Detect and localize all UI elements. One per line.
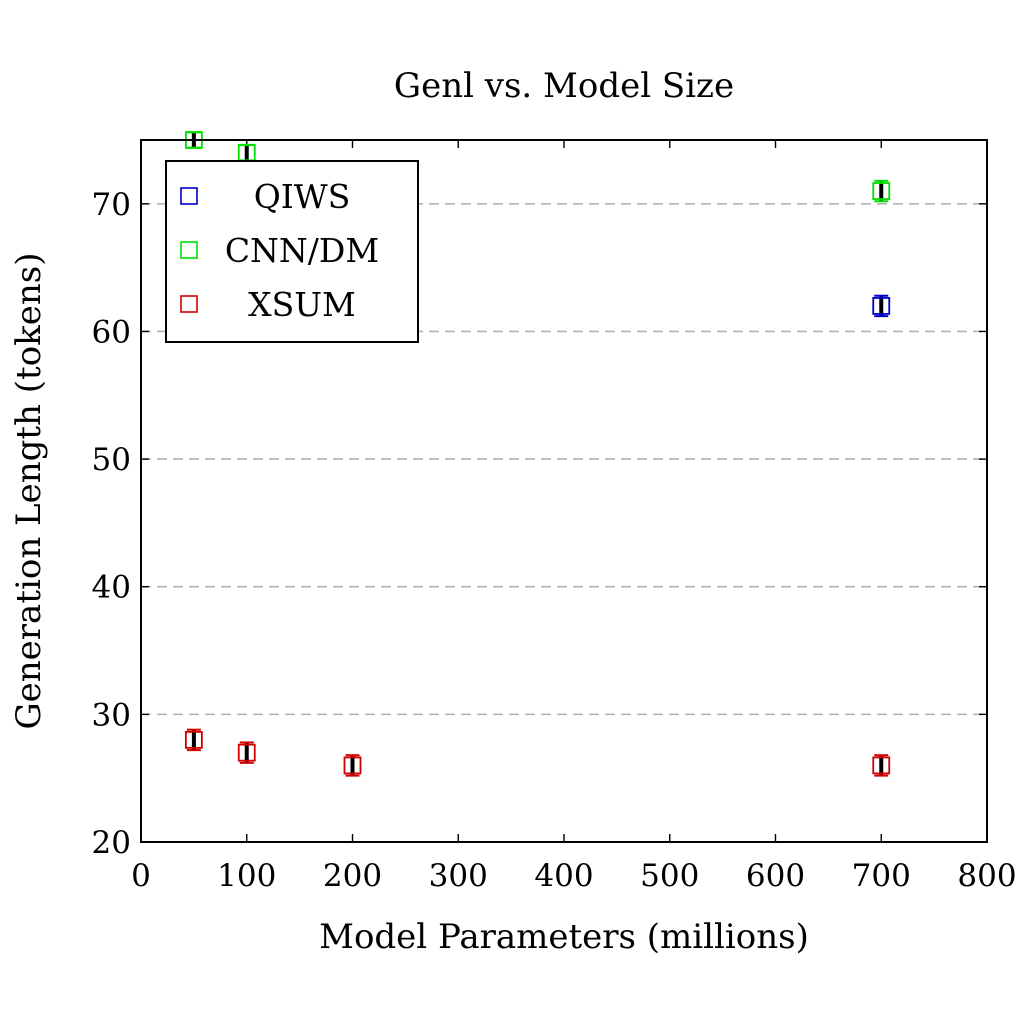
legend-marker [180,241,198,259]
point-marker [872,182,891,200]
data-point [237,143,256,162]
data-point [237,741,256,764]
x-tick-label: 0 [131,858,151,894]
chart-title: Genl vs. Model Size [394,66,734,106]
data-point [343,754,362,777]
x-tick-label: 800 [957,858,1016,894]
y-tick-labels: 20 30 40 50 60 70 [92,187,131,861]
data-point [872,294,891,318]
y-tick-label: 50 [92,442,131,478]
plot-frame [140,139,988,843]
data-point [872,754,891,777]
x-tick-label: 600 [746,858,805,894]
point-marker [184,730,203,749]
data-point [872,179,891,203]
x-tick-labels: 0 100 200 300 400 500 600 700 800 [131,858,1016,894]
series-xsum [184,728,891,777]
x-tick-label: 200 [323,858,382,894]
x-tick-label: 300 [429,858,488,894]
x-tick-label: 400 [534,858,593,894]
y-tick-label: 20 [92,825,131,861]
legend-label: CNN/DM [225,231,379,270]
point-marker [872,756,891,775]
y-tick-label: 30 [92,697,131,733]
x-axis-label: Model Parameters (millions) [319,917,809,957]
legend-box [165,160,419,343]
legend-label: XSUM [248,285,356,324]
y-axis-label: Generation Length (tokens) [9,253,49,730]
legend-marker [180,187,198,205]
series-qiws [872,294,891,318]
x-tick-label: 100 [217,858,276,894]
x-tick-label: 500 [640,858,699,894]
point-marker [872,297,891,315]
legend: QIWS CNN/DM XSUM [165,160,419,343]
y-tick-label: 40 [92,570,131,606]
grid-lines [141,203,987,716]
point-marker [237,743,256,762]
x-tick-label: 700 [852,858,911,894]
data-point [184,728,203,752]
y-tick-label: 70 [92,187,131,223]
point-marker [343,756,362,775]
legend-label: QIWS [254,177,351,216]
y-tick-label: 60 [92,314,131,350]
legend-marker [180,295,198,313]
